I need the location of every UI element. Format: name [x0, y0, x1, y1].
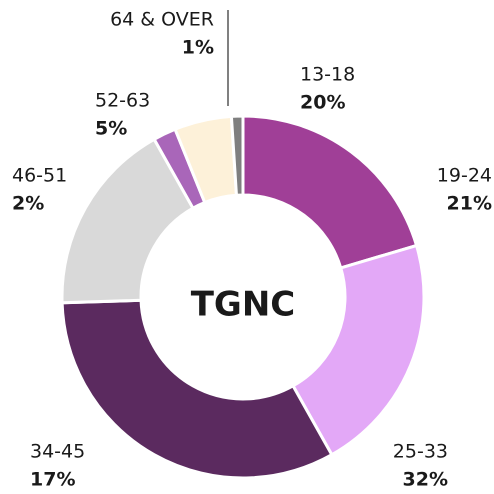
value-label: 20%: [300, 92, 345, 114]
center-label: TGNC: [191, 285, 296, 325]
category-label: 52-63: [95, 90, 150, 112]
category-label: 19-24: [437, 165, 492, 187]
value-label: 1%: [182, 37, 214, 59]
slice: [229, 114, 245, 197]
slice: [241, 114, 419, 270]
slices: [60, 114, 426, 480]
category-label: 25-33: [393, 441, 448, 463]
slice: [291, 243, 426, 457]
category-label: 64 & OVER: [110, 9, 214, 31]
value-label: 32%: [403, 469, 448, 491]
category-label: 46-51: [12, 165, 67, 187]
value-label: 2%: [12, 193, 44, 215]
value-label: 5%: [95, 118, 127, 140]
category-label: 34-45: [30, 441, 85, 463]
value-label: 21%: [447, 193, 492, 215]
slice: [60, 298, 334, 480]
value-label: 17%: [30, 469, 75, 491]
category-label: 13-18: [300, 64, 355, 86]
